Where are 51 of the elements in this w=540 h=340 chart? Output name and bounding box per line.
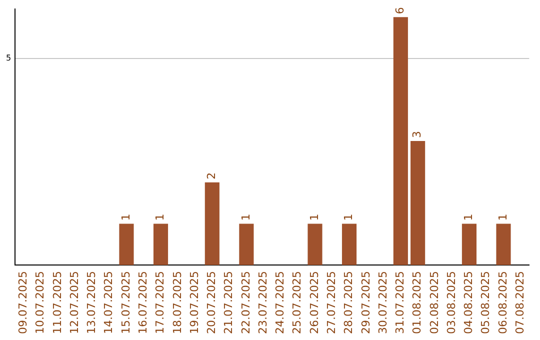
x-tick-label: 30.07.2025: [376, 271, 390, 334]
x-tick-label: 24.07.2025: [274, 271, 287, 334]
x-tick-label: 12.07.2025: [68, 271, 81, 334]
x-tick-label: 04.08.2025: [462, 271, 476, 334]
data-label: 1: [119, 214, 132, 221]
x-tick-label: 01.08.2025: [410, 271, 424, 334]
bar: [410, 141, 426, 266]
bar: [308, 224, 322, 266]
bar: [462, 224, 477, 266]
x-tick-label: 07.08.2025: [513, 271, 526, 334]
x-tick-label: 09.07.2025: [16, 271, 30, 334]
x-tick-label: 02.08.2025: [428, 271, 441, 334]
data-label: 1: [308, 214, 321, 221]
bar: [153, 224, 168, 266]
data-label: 6: [394, 7, 407, 14]
x-tick-label: 05.08.2025: [479, 271, 492, 334]
x-tick-label: 27.07.2025: [324, 271, 338, 334]
x-tick-label: 17.07.2025: [154, 271, 167, 334]
x-tick-label: 20.07.2025: [205, 271, 218, 334]
x-tick-label: 13.07.2025: [85, 271, 98, 334]
x-tick-label: 15.07.2025: [119, 271, 132, 334]
bar: [239, 224, 254, 266]
bar: [119, 224, 134, 266]
bar: [496, 224, 511, 266]
x-tick-label: 21.07.2025: [222, 271, 236, 334]
x-tick-label: 25.07.2025: [290, 271, 304, 334]
bar: [342, 224, 357, 266]
data-label: 1: [496, 214, 510, 221]
x-tick-label: 29.07.2025: [359, 271, 372, 334]
x-tick-label: 03.08.2025: [444, 271, 458, 334]
x-tick-label: 31.07.2025: [394, 271, 407, 334]
x-tick-label: 10.07.2025: [34, 271, 47, 334]
bar: [204, 182, 220, 266]
data-label: 2: [205, 172, 218, 180]
data-label: 1: [342, 214, 356, 221]
x-tick-label: 22.07.2025: [239, 271, 252, 334]
y-tick-label: 5: [6, 53, 12, 62]
x-tick-label: 23.07.2025: [256, 271, 270, 334]
x-tick-label: 28.07.2025: [342, 271, 356, 334]
bar: [393, 17, 408, 266]
data-label: 1: [154, 214, 167, 221]
x-tick-label: 18.07.2025: [170, 271, 184, 334]
x-tick-label: 11.07.2025: [50, 271, 64, 334]
data-label: 3: [410, 131, 424, 138]
x-tick-label: 26.07.2025: [308, 271, 321, 334]
x-tick-label: 19.07.2025: [188, 271, 201, 334]
data-label: 1: [462, 214, 476, 221]
x-tick-label: 16.07.2025: [136, 271, 150, 334]
x-tick-label: 06.08.2025: [496, 271, 510, 334]
data-label: 1: [239, 214, 252, 221]
x-tick-label: 14.07.2025: [102, 271, 116, 334]
